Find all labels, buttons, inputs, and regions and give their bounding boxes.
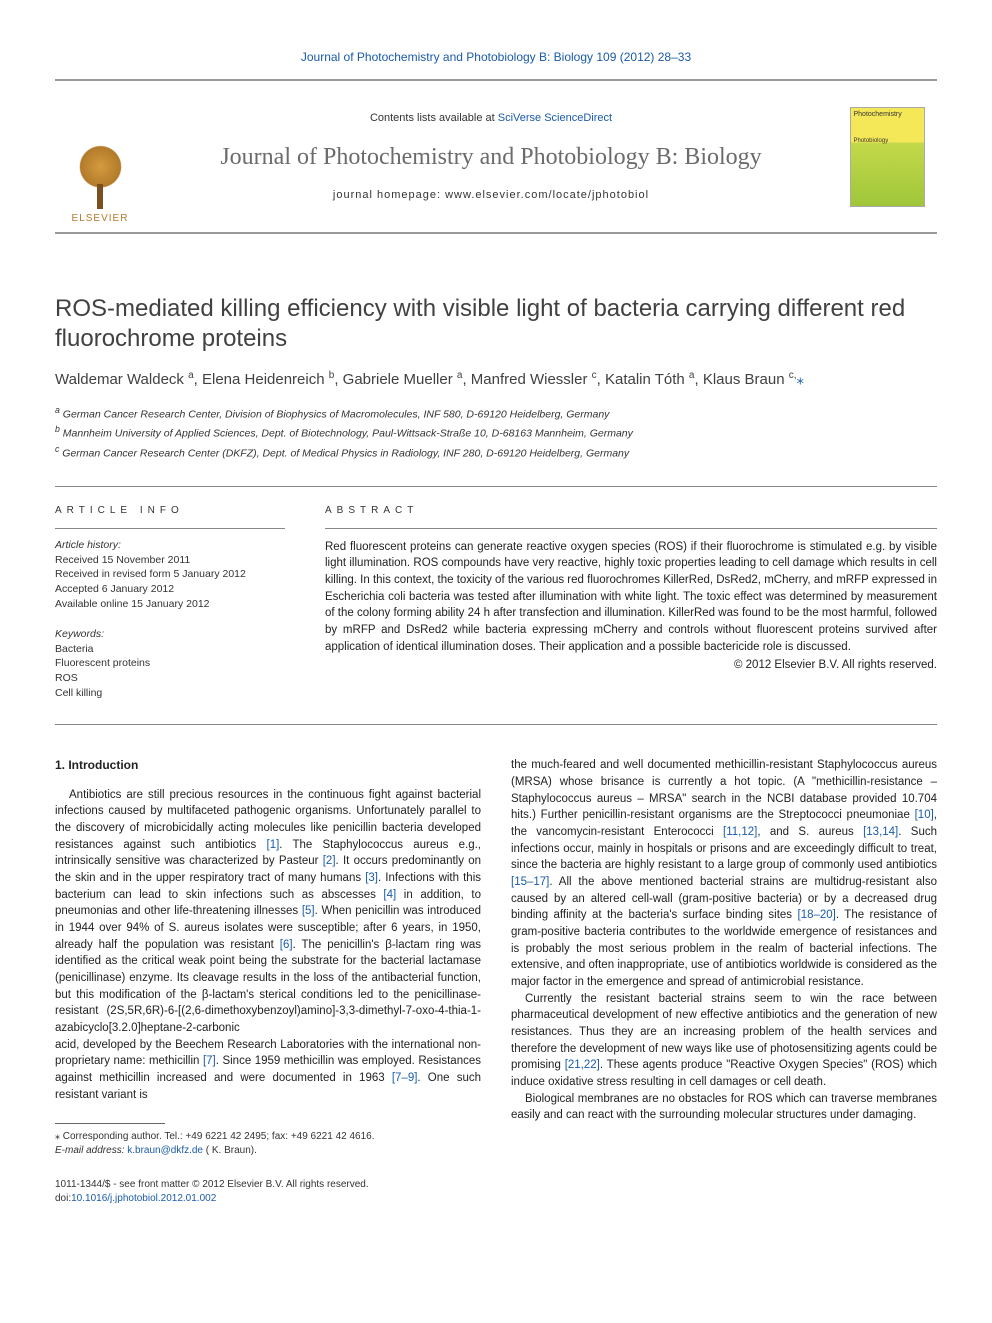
article-info-heading: article info: [55, 505, 285, 516]
homepage-prefix: journal homepage:: [333, 189, 445, 201]
keyword-item: ROS: [55, 671, 285, 686]
journal-cover[interactable]: Photochemistry Photobiology: [837, 81, 937, 232]
article-info-column: article info Article history: Received 1…: [55, 505, 285, 701]
contents-line: Contents lists available at SciVerse Sci…: [370, 112, 612, 124]
journal-reference[interactable]: Journal of Photochemistry and Photobiolo…: [55, 50, 937, 64]
body-columns: 1. Introduction Antibiotics are still pr…: [55, 757, 937, 1206]
ref-link[interactable]: [6]: [280, 939, 293, 951]
affiliation-b: b Mannheim University of Applied Science…: [55, 423, 937, 442]
cover-thumbnail-icon: Photochemistry Photobiology: [850, 107, 925, 207]
section-1-heading: 1. Introduction: [55, 757, 481, 774]
body-column-right: the much-feared and well documented meth…: [511, 757, 937, 1206]
affiliation-c: c German Cancer Research Center (DKFZ), …: [55, 443, 937, 462]
abstract-column: abstract Red fluorescent proteins can ge…: [325, 505, 937, 701]
elsevier-tree-icon: [73, 144, 128, 209]
body-paragraph: the much-feared and well documented meth…: [511, 757, 937, 990]
ref-link[interactable]: [13,14]: [863, 826, 898, 838]
ref-link[interactable]: [18–20]: [798, 909, 836, 921]
masthead: ELSEVIER Contents lists available at Sci…: [55, 79, 937, 234]
article-title: ROS-mediated killing efficiency with vis…: [55, 294, 937, 354]
footnote-divider: [55, 1123, 165, 1124]
body-paragraph: acid, developed by the Beechem Research …: [55, 1037, 481, 1104]
ref-link[interactable]: [11,12]: [723, 826, 757, 838]
corresponding-footnote: ⁎ Corresponding author. Tel.: +49 6221 4…: [55, 1130, 481, 1158]
abstract-heading: abstract: [325, 505, 937, 516]
ref-link[interactable]: [4]: [383, 889, 396, 901]
sciencedirect-link[interactable]: SciVerse ScienceDirect: [498, 112, 612, 124]
ref-link[interactable]: [1]: [267, 839, 280, 851]
keyword-item: Cell killing: [55, 686, 285, 701]
authors-text: Waldemar Waldeck a, Elena Heidenreich b,…: [55, 371, 796, 388]
history-lines: Received 15 November 2011 Received in re…: [55, 553, 285, 612]
affiliations: a German Cancer Research Center, Divisio…: [55, 404, 937, 462]
author-list: Waldemar Waldeck a, Elena Heidenreich b,…: [55, 368, 937, 392]
abstract-text: Red fluorescent proteins can generate re…: [325, 539, 937, 674]
corresponding-author-marker[interactable]: ⁎: [796, 371, 804, 388]
history-label: Article history:: [55, 539, 285, 551]
ref-link[interactable]: [7]: [203, 1055, 216, 1067]
doi-link[interactable]: 10.1016/j.jphotobiol.2012.01.002: [71, 1193, 216, 1204]
ref-link[interactable]: [7–9]: [392, 1072, 418, 1084]
abstract-copyright: © 2012 Elsevier B.V. All rights reserved…: [325, 657, 937, 674]
homepage-url[interactable]: www.elsevier.com/locate/jphotobiol: [445, 189, 649, 201]
body-paragraph: Currently the resistant bacterial strain…: [511, 991, 937, 1091]
history-revised: Received in revised form 5 January 2012: [55, 567, 285, 582]
keyword-item: Fluorescent proteins: [55, 656, 285, 671]
copyright-footer: 1011-1344/$ - see front matter © 2012 El…: [55, 1178, 481, 1206]
history-online: Available online 15 January 2012: [55, 597, 285, 612]
publisher-name: ELSEVIER: [72, 213, 129, 224]
body-paragraph: Antibiotics are still precious resources…: [55, 787, 481, 1037]
affiliation-a: a German Cancer Research Center, Divisio…: [55, 404, 937, 423]
contents-prefix: Contents lists available at: [370, 112, 498, 124]
email-name: ( K. Braun).: [203, 1145, 257, 1156]
ref-link[interactable]: [5]: [302, 905, 315, 917]
body-column-left: 1. Introduction Antibiotics are still pr…: [55, 757, 481, 1206]
front-matter-line: 1011-1344/$ - see front matter © 2012 El…: [55, 1178, 481, 1192]
keywords-label: Keywords:: [55, 628, 285, 640]
section-divider: [55, 486, 937, 487]
history-accepted: Accepted 6 January 2012: [55, 582, 285, 597]
publisher-logo[interactable]: ELSEVIER: [55, 81, 145, 232]
doi-label: doi:: [55, 1193, 71, 1204]
ref-link[interactable]: [10]: [915, 809, 934, 821]
email-label: E-mail address:: [55, 1145, 124, 1156]
journal-name: Journal of Photochemistry and Photobiolo…: [220, 144, 761, 171]
history-received: Received 15 November 2011: [55, 553, 285, 568]
ref-link[interactable]: [3]: [365, 872, 378, 884]
keywords-list: Bacteria Fluorescent proteins ROS Cell k…: [55, 642, 285, 701]
keyword-item: Bacteria: [55, 642, 285, 657]
ref-link[interactable]: [15–17]: [511, 876, 549, 888]
ref-link[interactable]: [21,22]: [565, 1059, 600, 1071]
journal-homepage: journal homepage: www.elsevier.com/locat…: [333, 189, 649, 201]
ref-link[interactable]: [2]: [323, 855, 336, 867]
corr-contact: ⁎ Corresponding author. Tel.: +49 6221 4…: [55, 1130, 481, 1144]
body-paragraph: Biological membranes are no obstacles fo…: [511, 1091, 937, 1124]
email-link[interactable]: k.braun@dkfz.de: [127, 1145, 203, 1156]
